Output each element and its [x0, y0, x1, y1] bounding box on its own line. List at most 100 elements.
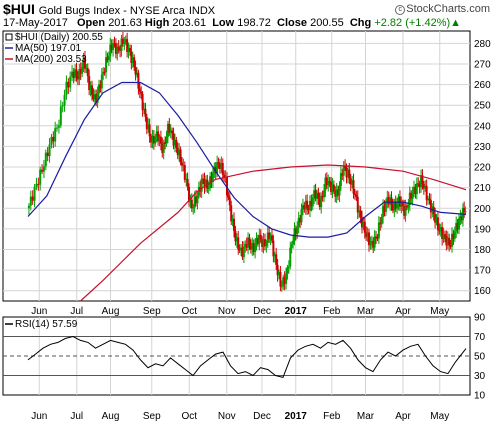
candle-body [290, 244, 293, 248]
up-arrow-icon: ▲ [450, 17, 462, 29]
candle-body [380, 217, 383, 225]
price-x-tick-label: Aug [102, 306, 120, 317]
rsi-y-tick-label: 70 [474, 332, 486, 343]
change-value: +2.82 (+1.42%) [374, 17, 451, 29]
candle-body [254, 244, 257, 253]
candle-body [377, 222, 380, 239]
candle-body [268, 232, 271, 240]
candle-body [256, 237, 259, 244]
candle-body [262, 239, 265, 247]
candle-body [150, 136, 153, 143]
candle-body [75, 69, 78, 76]
price-x-tick-label: Mar [357, 306, 375, 317]
candle-body [283, 277, 286, 284]
candle-body [453, 231, 456, 239]
candle-body [405, 205, 408, 208]
quote-line: 17-May-2017 Open 201.63 High 203.61 Low … [3, 17, 462, 29]
candle-body [127, 48, 130, 53]
candle-body [210, 176, 213, 182]
price-y-tick-label: 260 [474, 80, 491, 91]
price-y-tick-label: 210 [474, 183, 491, 194]
candle-body [411, 192, 414, 199]
candle-body [233, 218, 236, 231]
candle-body [407, 205, 410, 208]
rsi-x-tick-label: May [430, 411, 449, 422]
candle-body [154, 136, 157, 144]
candle-body [383, 205, 386, 212]
candle-body [79, 68, 82, 74]
candle-body [48, 144, 51, 157]
candle-body [159, 136, 162, 144]
candle-body [147, 124, 150, 130]
candle-body [112, 43, 115, 51]
candle-body [318, 198, 321, 208]
candle-body [109, 44, 112, 56]
candle-body [227, 195, 230, 198]
candle-body [365, 232, 368, 237]
legend-ma200: MA(200) 203.53 [15, 54, 87, 65]
candle-body [448, 237, 451, 246]
candle-body [41, 169, 44, 172]
candle-body [390, 197, 393, 205]
price-x-tick-label: Oct [181, 306, 197, 317]
candle-body [360, 217, 363, 228]
candle-body [63, 94, 66, 106]
candle-body [310, 200, 313, 207]
candle-body [339, 173, 342, 187]
candle-body [373, 236, 376, 248]
candle-body [141, 94, 144, 111]
rsi-x-tick-label: Nov [218, 411, 236, 422]
candle-body [345, 167, 348, 178]
candle-body [124, 39, 127, 43]
candle-body [436, 217, 439, 230]
rsi-y-tick-label: 30 [474, 371, 486, 382]
candle-body [278, 271, 281, 276]
candle-body [442, 234, 445, 240]
candle-body [99, 84, 102, 89]
candle-body [376, 237, 379, 239]
rsi-x-tick-label: Apr [395, 411, 411, 422]
candle-body [375, 236, 378, 238]
candle-body [180, 162, 183, 166]
candle-body [245, 244, 248, 248]
candle-body [410, 192, 413, 199]
candle-body [368, 232, 371, 246]
rsi-y-tick-label: 10 [474, 391, 486, 402]
candle-body [323, 190, 326, 198]
candle-body [57, 125, 60, 128]
candle-body [185, 178, 188, 180]
candle-body [117, 46, 120, 51]
candle-body [259, 234, 262, 240]
candle-body [92, 94, 95, 100]
candle-body [183, 165, 186, 180]
candle-body [71, 71, 74, 77]
candle-body [249, 245, 252, 250]
close-value: 200.55 [310, 17, 344, 29]
candle-body [438, 229, 441, 232]
candle-body [280, 286, 283, 288]
candle-body [176, 147, 179, 156]
candle-body [450, 233, 453, 247]
candle-body [56, 127, 59, 129]
candle-body [352, 180, 355, 194]
candle-body [133, 57, 136, 67]
candle-body [351, 180, 354, 185]
candle-body [292, 240, 295, 245]
candle-body [275, 254, 278, 265]
candle-body [240, 247, 243, 250]
candle-body [88, 76, 91, 91]
candle-body [131, 57, 134, 63]
candle-body [317, 192, 320, 199]
legend-price-icon [5, 33, 13, 41]
candle-body [279, 271, 282, 287]
high-value: 203.61 [172, 17, 207, 29]
candle-body [59, 106, 62, 126]
candle-body [304, 200, 307, 210]
price-y-tick-label: 240 [474, 121, 491, 132]
candle-body [404, 205, 407, 216]
candle-body [272, 240, 275, 257]
candle-body [386, 197, 389, 202]
candle-body [325, 177, 328, 186]
rsi-panel: Jun Jul Aug Sep Oct Nov Dec 2017 Feb Mar Apr May 10 3… [2, 313, 486, 422]
candle-body [397, 196, 400, 204]
